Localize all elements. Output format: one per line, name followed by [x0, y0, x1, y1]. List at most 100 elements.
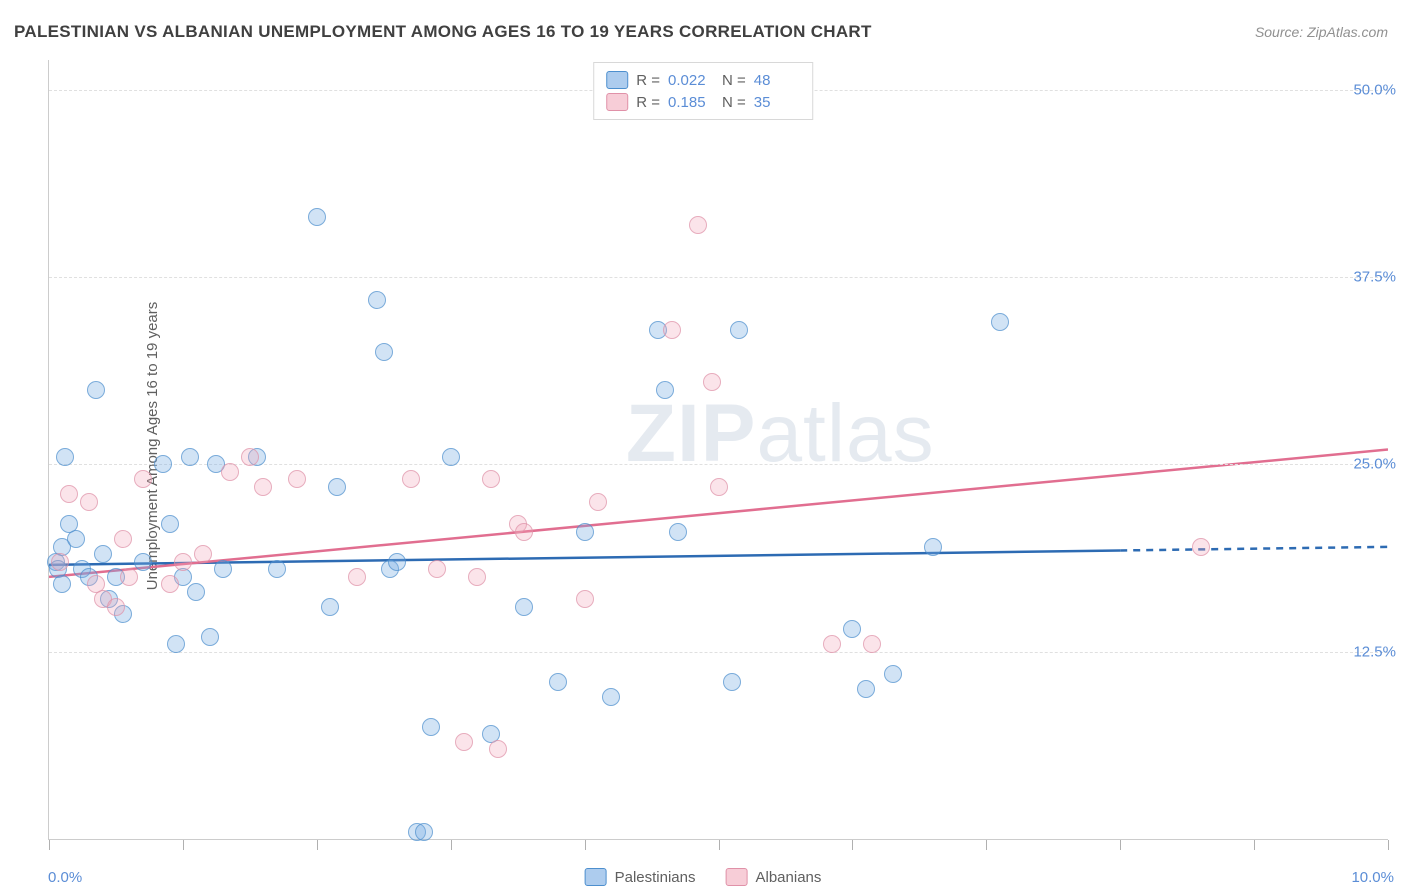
data-point	[201, 628, 219, 646]
data-point	[53, 575, 71, 593]
x-tick	[585, 840, 586, 850]
x-tick	[183, 840, 184, 850]
data-point	[368, 291, 386, 309]
swatch-albanians-icon	[606, 93, 628, 111]
chart-title: PALESTINIAN VS ALBANIAN UNEMPLOYMENT AMO…	[14, 22, 872, 42]
y-tick-label: 12.5%	[1353, 643, 1396, 660]
data-point	[94, 545, 112, 563]
stats-row-albanians: R = 0.185 N = 35	[606, 91, 800, 113]
data-point	[107, 598, 125, 616]
data-point	[710, 478, 728, 496]
data-point	[884, 665, 902, 683]
data-point	[515, 523, 533, 541]
data-point	[602, 688, 620, 706]
data-point	[663, 321, 681, 339]
data-point	[468, 568, 486, 586]
x-tick	[719, 840, 720, 850]
data-point	[254, 478, 272, 496]
data-point	[181, 448, 199, 466]
data-point	[161, 575, 179, 593]
x-tick	[1388, 840, 1389, 850]
gridline	[49, 277, 1388, 278]
data-point	[154, 455, 172, 473]
data-point	[703, 373, 721, 391]
data-point	[114, 530, 132, 548]
data-point	[214, 560, 232, 578]
chart-container: PALESTINIAN VS ALBANIAN UNEMPLOYMENT AMO…	[0, 0, 1406, 892]
gridline	[49, 652, 1388, 653]
data-point	[823, 635, 841, 653]
data-point	[857, 680, 875, 698]
data-point	[268, 560, 286, 578]
swatch-palestinians-icon	[585, 868, 607, 886]
data-point	[60, 485, 78, 503]
y-tick-label: 50.0%	[1353, 81, 1396, 98]
data-point	[194, 545, 212, 563]
data-point	[428, 560, 446, 578]
data-point	[87, 381, 105, 399]
x-tick-max: 10.0%	[1351, 869, 1394, 886]
legend-item-albanians: Albanians	[726, 868, 822, 886]
data-point	[843, 620, 861, 638]
data-point	[723, 673, 741, 691]
data-point	[689, 216, 707, 234]
data-point	[161, 515, 179, 533]
data-point	[375, 343, 393, 361]
data-point	[241, 448, 259, 466]
data-point	[80, 493, 98, 511]
source-attribution: Source: ZipAtlas.com	[1255, 24, 1388, 40]
data-point	[402, 470, 420, 488]
data-point	[576, 523, 594, 541]
data-point	[515, 598, 533, 616]
data-point	[1192, 538, 1210, 556]
legend-item-palestinians: Palestinians	[585, 868, 696, 886]
data-point	[388, 553, 406, 571]
data-point	[924, 538, 942, 556]
data-point	[56, 448, 74, 466]
data-point	[120, 568, 138, 586]
data-point	[328, 478, 346, 496]
stats-legend: R = 0.022 N = 48 R = 0.185 N = 35	[593, 62, 813, 120]
data-point	[288, 470, 306, 488]
data-point	[549, 673, 567, 691]
x-tick	[986, 840, 987, 850]
stats-row-palestinians: R = 0.022 N = 48	[606, 69, 800, 91]
x-tick	[852, 840, 853, 850]
data-point	[51, 553, 69, 571]
data-point	[221, 463, 239, 481]
data-point	[589, 493, 607, 511]
data-point	[174, 553, 192, 571]
data-point	[67, 530, 85, 548]
data-point	[991, 313, 1009, 331]
y-tick-label: 37.5%	[1353, 269, 1396, 286]
data-point	[730, 321, 748, 339]
series-legend: Palestinians Albanians	[585, 868, 822, 886]
x-tick	[1120, 840, 1121, 850]
data-point	[415, 823, 433, 841]
watermark: ZIPatlas	[626, 387, 935, 481]
x-tick	[49, 840, 50, 850]
y-tick-label: 25.0%	[1353, 456, 1396, 473]
data-point	[308, 208, 326, 226]
x-tick	[451, 840, 452, 850]
data-point	[348, 568, 366, 586]
data-point	[482, 470, 500, 488]
data-point	[134, 553, 152, 571]
data-point	[455, 733, 473, 751]
data-point	[167, 635, 185, 653]
data-point	[422, 718, 440, 736]
x-tick-min: 0.0%	[48, 869, 82, 886]
data-point	[656, 381, 674, 399]
data-point	[442, 448, 460, 466]
x-tick	[317, 840, 318, 850]
data-point	[187, 583, 205, 601]
data-point	[489, 740, 507, 758]
swatch-palestinians-icon	[606, 71, 628, 89]
data-point	[576, 590, 594, 608]
data-point	[134, 470, 152, 488]
data-point	[863, 635, 881, 653]
x-tick	[1254, 840, 1255, 850]
data-point	[669, 523, 687, 541]
swatch-albanians-icon	[726, 868, 748, 886]
data-point	[321, 598, 339, 616]
